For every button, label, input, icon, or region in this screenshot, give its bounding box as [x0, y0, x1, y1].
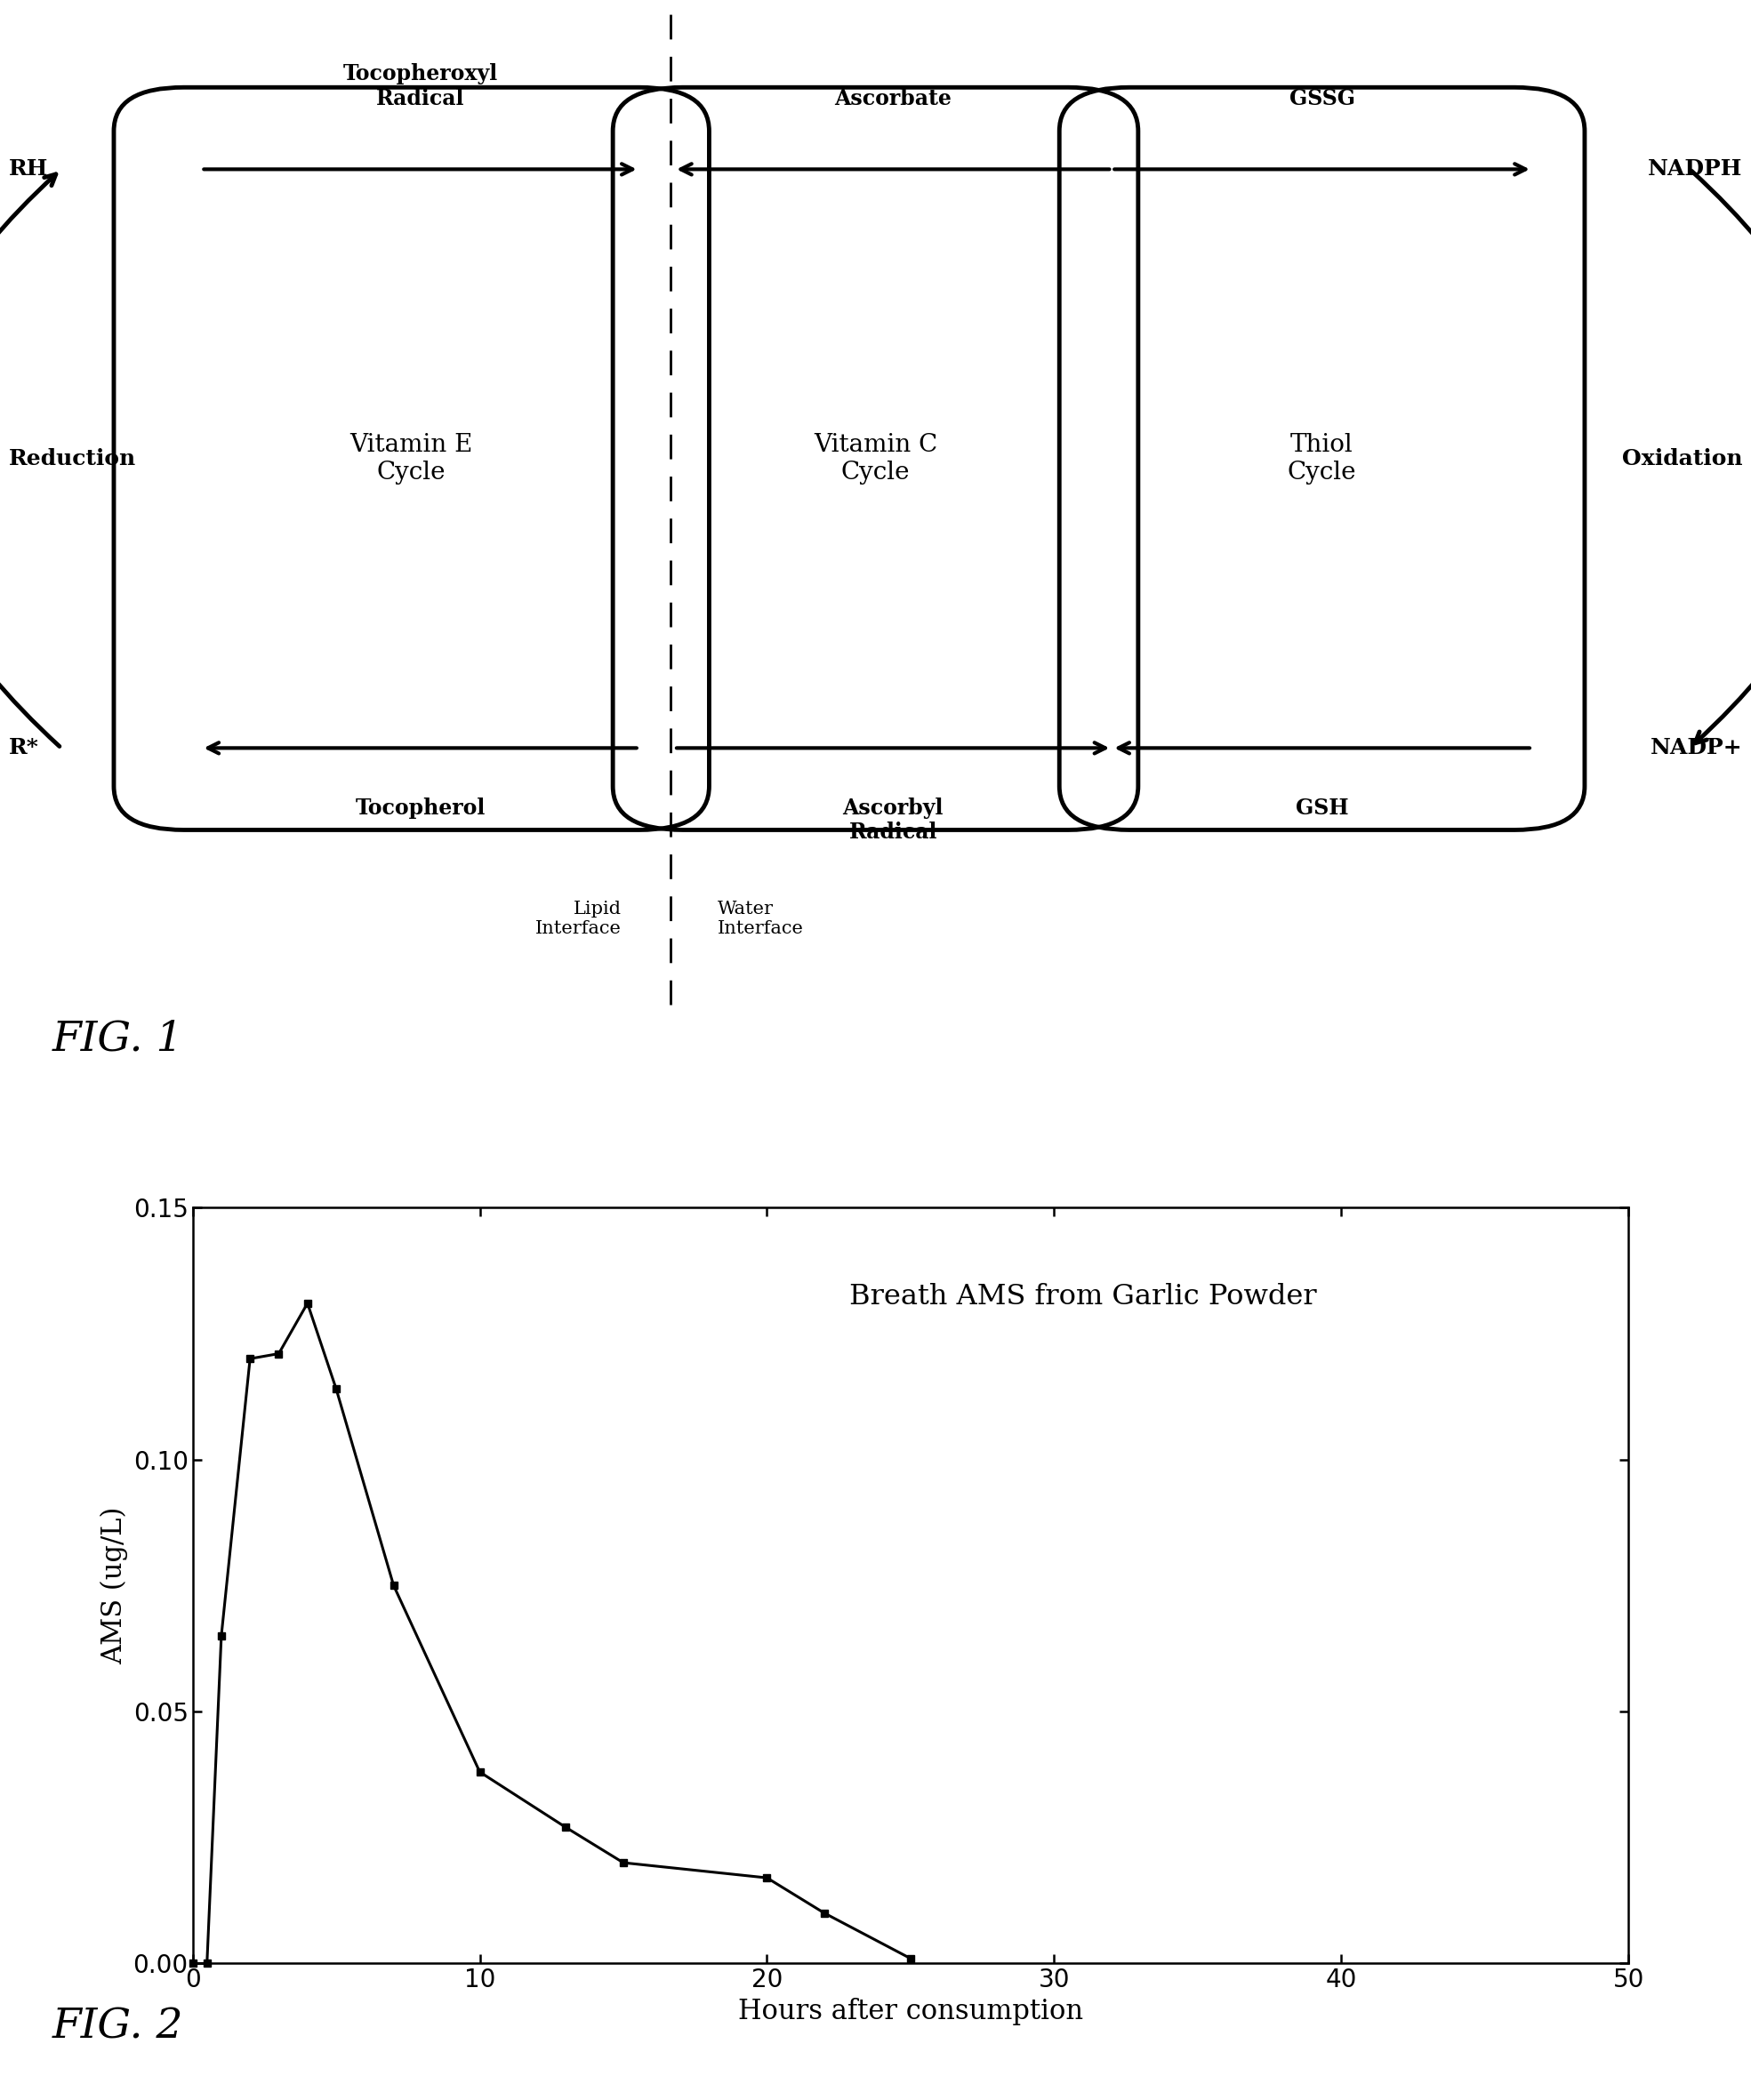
- Text: R*: R*: [9, 737, 39, 758]
- Text: Lipid
Interface: Lipid Interface: [536, 901, 622, 937]
- Text: Water
Interface: Water Interface: [718, 901, 804, 937]
- Text: Ascorbyl
Radical: Ascorbyl Radical: [842, 798, 944, 844]
- Text: NADPH: NADPH: [1648, 160, 1742, 181]
- Text: RH: RH: [9, 160, 49, 181]
- Text: Reduction: Reduction: [9, 447, 137, 468]
- Text: Thiol
Cycle: Thiol Cycle: [1287, 433, 1357, 485]
- Text: Tocopheroxyl
Radical: Tocopheroxyl Radical: [343, 63, 497, 109]
- Text: Breath AMS from Garlic Powder: Breath AMS from Garlic Powder: [849, 1283, 1317, 1310]
- Text: Ascorbate: Ascorbate: [835, 88, 951, 109]
- Text: Vitamin E
Cycle: Vitamin E Cycle: [350, 433, 473, 485]
- Text: Vitamin C
Cycle: Vitamin C Cycle: [814, 433, 937, 485]
- Text: Oxidation: Oxidation: [1621, 447, 1742, 468]
- X-axis label: Hours after consumption: Hours after consumption: [737, 1997, 1084, 2024]
- Text: GSH: GSH: [1296, 798, 1348, 819]
- Y-axis label: AMS (ug/L): AMS (ug/L): [100, 1506, 128, 1665]
- Text: FIG. 2: FIG. 2: [53, 2008, 184, 2048]
- Text: Tocopherol: Tocopherol: [355, 798, 485, 819]
- Text: GSSG: GSSG: [1289, 88, 1355, 109]
- Text: FIG. 1: FIG. 1: [53, 1018, 184, 1058]
- Text: NADP+: NADP+: [1649, 737, 1742, 758]
